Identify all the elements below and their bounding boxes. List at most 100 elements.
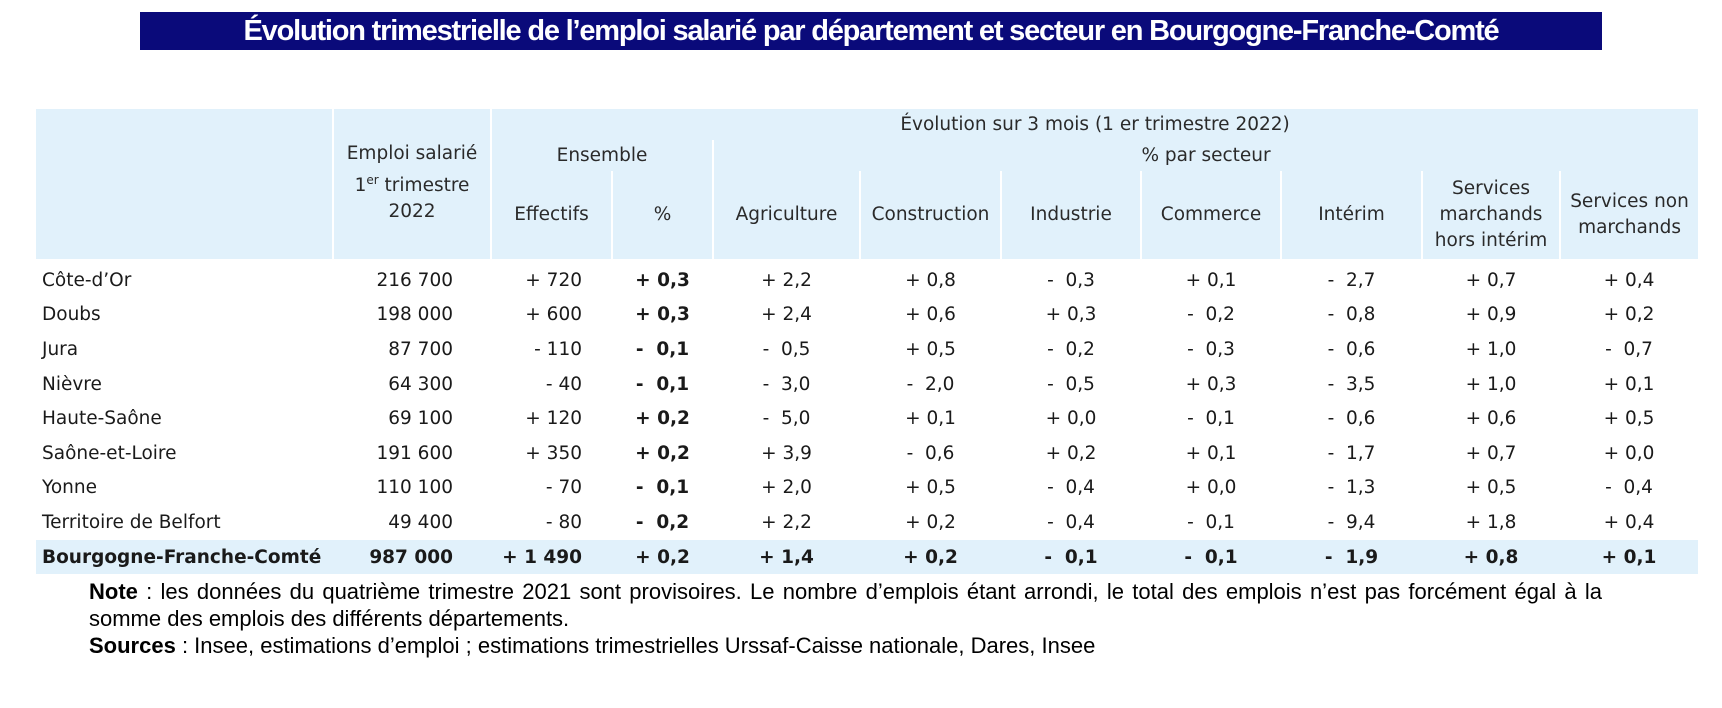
- header-par-secteur: % par secteur: [711, 140, 1699, 171]
- table-body: Côte-d’Or 216 700 + 720 + 0,3 + 2,2 + 0,8 - 0,…: [36, 259, 1699, 575]
- cell-pct: + 0,3: [635, 304, 690, 326]
- note-text: : les données du quatrième trimestre 202…: [89, 579, 1602, 631]
- cell-effectifs: + 600: [525, 304, 582, 326]
- cell-pct: + 0,2: [612, 539, 713, 575]
- cell-effectifs: + 1 490: [491, 539, 612, 575]
- cell-services-non-marchands: - 0,4: [1605, 477, 1653, 499]
- header-construction: Construction: [859, 171, 1001, 259]
- header-pct: %: [611, 171, 713, 259]
- cell-services-marchands: + 1,0: [1465, 373, 1517, 395]
- header-emploi-line1: Emploi salarié: [346, 143, 478, 164]
- sources-label: Sources: [89, 633, 176, 658]
- employment-table: Emploi salarié 1er trimestre 2022 Évolut…: [36, 109, 1699, 575]
- cell-interim: - 0,6: [1327, 338, 1376, 360]
- cell-construction: - 0,6: [906, 442, 955, 464]
- table-row: Yonne 110 100 - 70 - 0,1 + 2,0 + 0,5 - 0,4 + 0,…: [36, 471, 1698, 506]
- cell-commerce: - 0,1: [1187, 511, 1235, 533]
- header-industrie: Industrie: [1000, 171, 1141, 259]
- cell-commerce: + 0,1: [1185, 269, 1237, 291]
- cell-construction: + 0,8: [905, 269, 956, 291]
- cell-interim: - 0,6: [1327, 408, 1376, 430]
- cell-emploi: 49 400: [388, 511, 453, 533]
- footnote: Note : les données du quatrième trimestr…: [89, 578, 1602, 659]
- header-agriculture: Agriculture: [712, 171, 860, 259]
- cell-industrie: + 0,3: [1045, 304, 1097, 326]
- cell-interim: - 0,8: [1327, 304, 1376, 326]
- cell-name: Jura: [42, 338, 79, 360]
- cell-interim: - 1,7: [1327, 442, 1376, 464]
- header-interim: Intérim: [1280, 171, 1422, 259]
- cell-commerce: - 0,2: [1187, 304, 1235, 326]
- cell-industrie: - 0,3: [1047, 269, 1095, 291]
- cell-emploi: 87 700: [388, 338, 453, 360]
- cell-industrie: - 0,2: [1047, 338, 1095, 360]
- cell-interim: - 9,4: [1327, 511, 1376, 533]
- cell-effectifs: + 120: [525, 408, 582, 430]
- cell-commerce: + 0,1: [1185, 442, 1237, 464]
- header-effectifs: Effectifs: [490, 171, 612, 259]
- header-ensemble: Ensemble: [490, 140, 713, 171]
- cell-pct: + 0,2: [635, 442, 690, 464]
- cell-agriculture: + 2,0: [761, 477, 812, 499]
- header-services-marchands: Services marchands hors intérim: [1421, 171, 1560, 259]
- cell-emploi: 216 700: [376, 269, 453, 291]
- cell-commerce: + 0,3: [1185, 373, 1237, 395]
- cell-pct: - 0,1: [635, 338, 690, 360]
- cell-effectifs: + 350: [525, 442, 582, 464]
- cell-pct: + 0,3: [635, 269, 690, 291]
- cell-name: Yonne: [42, 477, 97, 499]
- cell-effectifs: - 70: [545, 477, 582, 499]
- cell-commerce: - 0,1: [1141, 539, 1281, 575]
- cell-name: Haute-Saône: [42, 408, 162, 430]
- cell-interim: - 1,9: [1281, 539, 1422, 575]
- cell-services-marchands: + 0,8: [1422, 539, 1560, 575]
- cell-agriculture: + 2,4: [761, 304, 812, 326]
- cell-emploi: 64 300: [388, 373, 453, 395]
- cell-construction: + 0,2: [905, 511, 956, 533]
- cell-industrie: - 0,5: [1047, 373, 1095, 395]
- cell-commerce: - 0,1: [1187, 408, 1235, 430]
- cell-effectifs: - 80: [545, 511, 582, 533]
- cell-pct: - 0,1: [635, 477, 690, 499]
- cell-services-marchands: + 0,7: [1465, 442, 1517, 464]
- cell-construction: + 0,5: [905, 338, 956, 360]
- header-evolution: Évolution sur 3 mois (1 er trimestre 202…: [489, 109, 1699, 140]
- cell-name: Doubs: [42, 304, 101, 326]
- cell-agriculture: - 0,5: [762, 338, 811, 360]
- cell-agriculture: + 2,2: [761, 269, 812, 291]
- header-emploi-line3: 2022: [388, 201, 436, 222]
- cell-construction: + 0,6: [905, 304, 956, 326]
- table-row: Nièvre 64 300 - 40 - 0,1 - 3,0 - 2,0 - 0,5 + 0,…: [36, 367, 1698, 402]
- page-title: Évolution trimestrielle de l’emploi sala…: [140, 12, 1602, 50]
- header-emploi-salarie: Emploi salarié 1er trimestre 2022: [332, 109, 491, 259]
- cell-construction: + 0,1: [905, 408, 956, 430]
- header-services-non-marchands: Services non marchands: [1558, 171, 1699, 259]
- cell-emploi: 69 100: [388, 408, 453, 430]
- cell-construction: + 0,2: [860, 539, 1001, 575]
- cell-pct: - 0,2: [635, 511, 690, 533]
- cell-industrie: - 0,4: [1047, 511, 1095, 533]
- cell-services-non-marchands: - 0,7: [1605, 338, 1653, 360]
- cell-emploi: 191 600: [376, 442, 453, 464]
- cell-services-non-marchands: + 0,1: [1603, 373, 1655, 395]
- cell-emploi: 198 000: [376, 304, 453, 326]
- cell-interim: - 2,7: [1327, 269, 1376, 291]
- note-paragraph: Note : les données du quatrième trimestr…: [89, 578, 1602, 632]
- cell-construction: + 0,5: [905, 477, 956, 499]
- cell-interim: - 3,5: [1327, 373, 1376, 395]
- header-blank: [36, 109, 333, 259]
- cell-name: Territoire de Belfort: [42, 511, 221, 533]
- cell-agriculture: + 1,4: [713, 539, 860, 575]
- cell-construction: - 2,0: [906, 373, 955, 395]
- cell-effectifs: - 110: [534, 338, 582, 360]
- cell-pct: - 0,1: [635, 373, 690, 395]
- table-total-row: Bourgogne-Franche-Comté 987 000 + 1 490 + 0…: [36, 539, 1699, 575]
- cell-industrie: + 0,2: [1045, 442, 1097, 464]
- cell-pct: + 0,2: [635, 408, 690, 430]
- cell-services-marchands: + 0,6: [1465, 408, 1517, 430]
- cell-emploi: 987 000: [333, 539, 491, 575]
- cell-services-non-marchands: + 0,4: [1603, 269, 1655, 291]
- cell-agriculture: - 3,0: [762, 373, 811, 395]
- cell-industrie: + 0,0: [1045, 408, 1097, 430]
- note-label: Note: [89, 579, 138, 604]
